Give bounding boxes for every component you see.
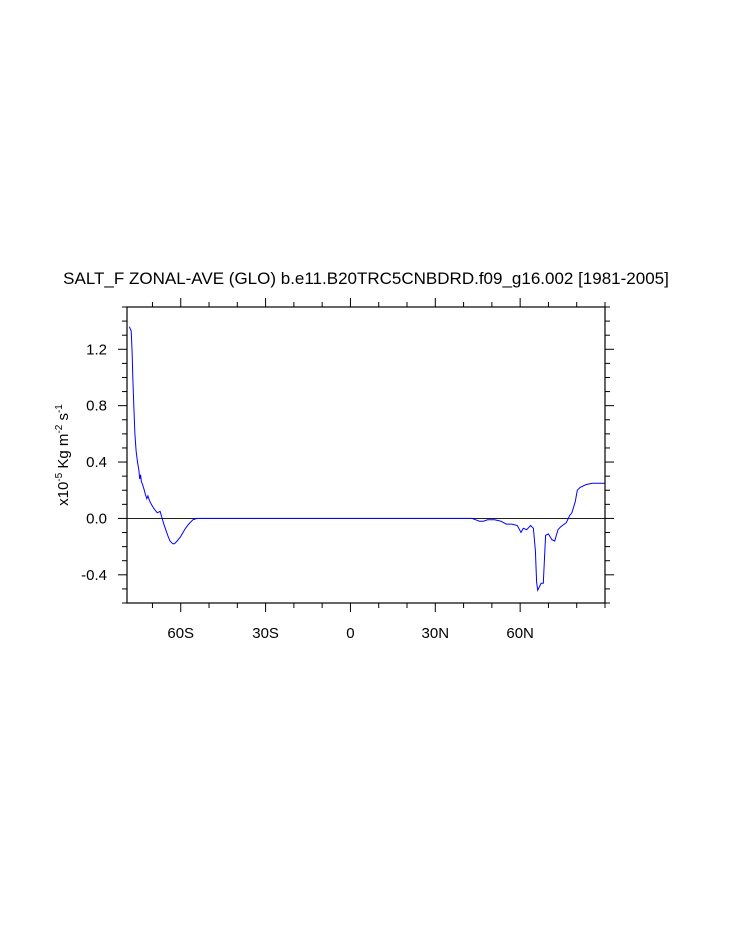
y-tick-label: -0.4: [81, 567, 107, 584]
plot-frame: [126, 306, 606, 604]
x-tick-label: 0: [346, 625, 354, 642]
x-tick-label: 60S: [167, 625, 194, 642]
y-tick-label: 0.8: [86, 398, 107, 415]
y-tick-label: 0.4: [86, 454, 107, 471]
y-axis-label: x10-5 Kg m-2 s-1: [54, 404, 72, 506]
x-tick-labels: 60S 30S 0 30N 60N: [167, 625, 534, 642]
x-tick-label: 30N: [422, 625, 450, 642]
y-tick-labels: -0.4 0.0 0.4 0.8 1.2: [81, 341, 107, 584]
chart-title: SALT_F ZONAL-AVE (GLO) b.e11.B20TRC5CNBD…: [63, 269, 669, 288]
y-tick-label: 1.2: [86, 341, 107, 358]
axis-ticks: [118, 298, 614, 612]
y-tick-label: 0.0: [86, 510, 107, 527]
x-tick-label: 30S: [252, 625, 279, 642]
series-line: [128, 326, 605, 593]
x-tick-label: 60N: [506, 625, 534, 642]
